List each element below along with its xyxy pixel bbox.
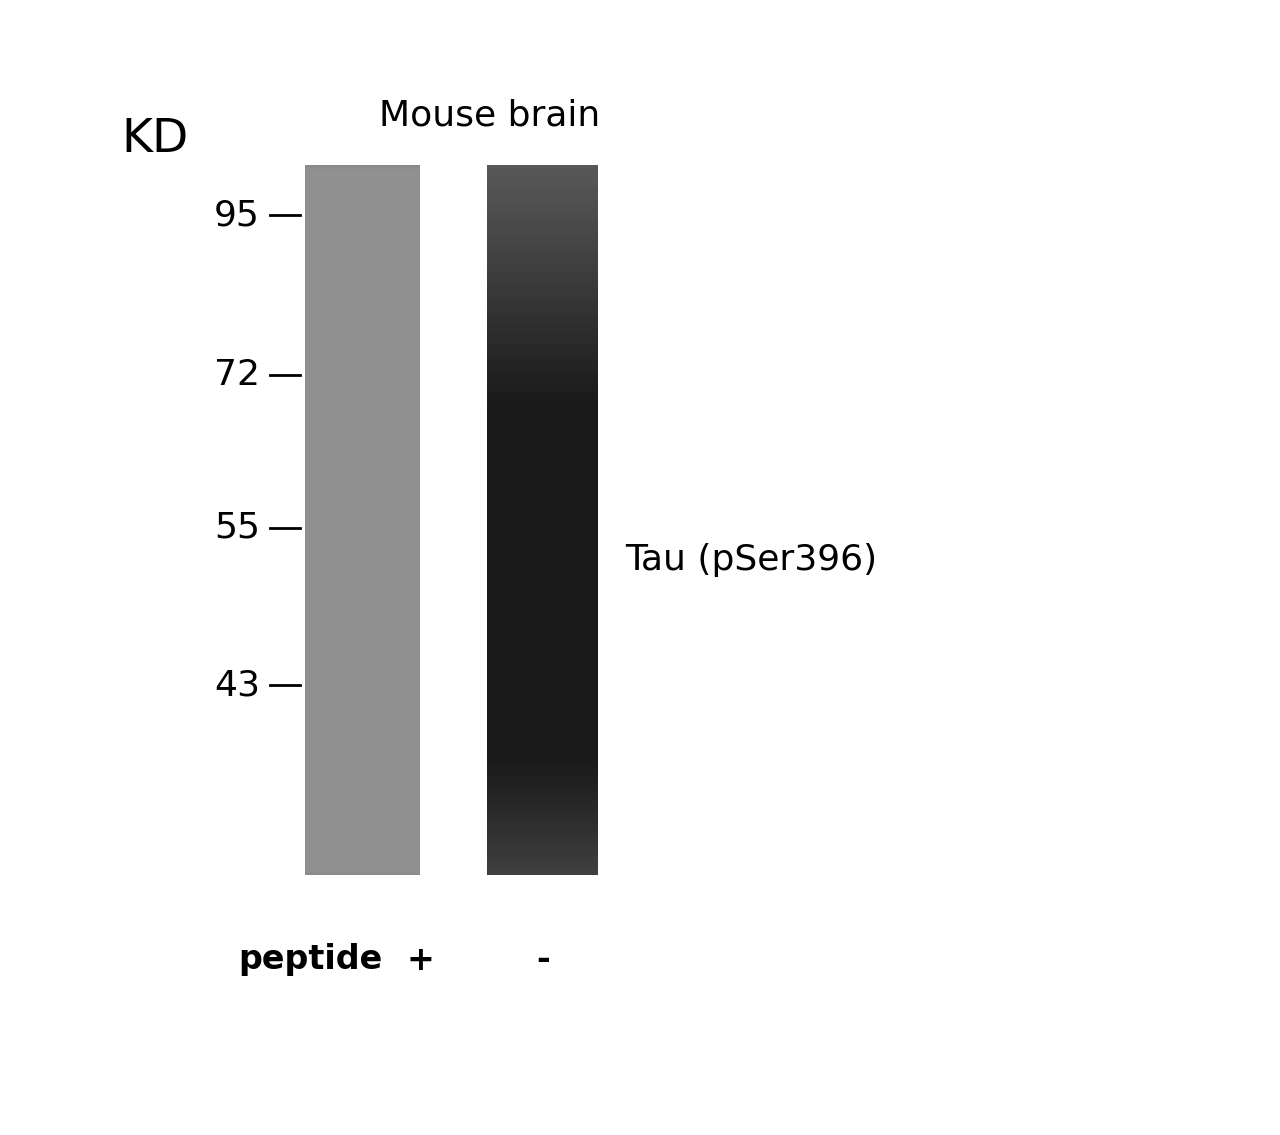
Text: KD: KD — [122, 118, 188, 162]
Text: +: + — [406, 943, 434, 976]
Text: Mouse brain: Mouse brain — [379, 98, 600, 132]
Text: Tau (pSer396): Tau (pSer396) — [625, 543, 877, 577]
Text: peptide: peptide — [238, 943, 383, 976]
Text: 95: 95 — [214, 197, 260, 232]
Text: -: - — [536, 943, 550, 976]
Text: 43: 43 — [214, 669, 260, 703]
Text: 55: 55 — [214, 511, 260, 545]
Text: 72: 72 — [214, 358, 260, 392]
